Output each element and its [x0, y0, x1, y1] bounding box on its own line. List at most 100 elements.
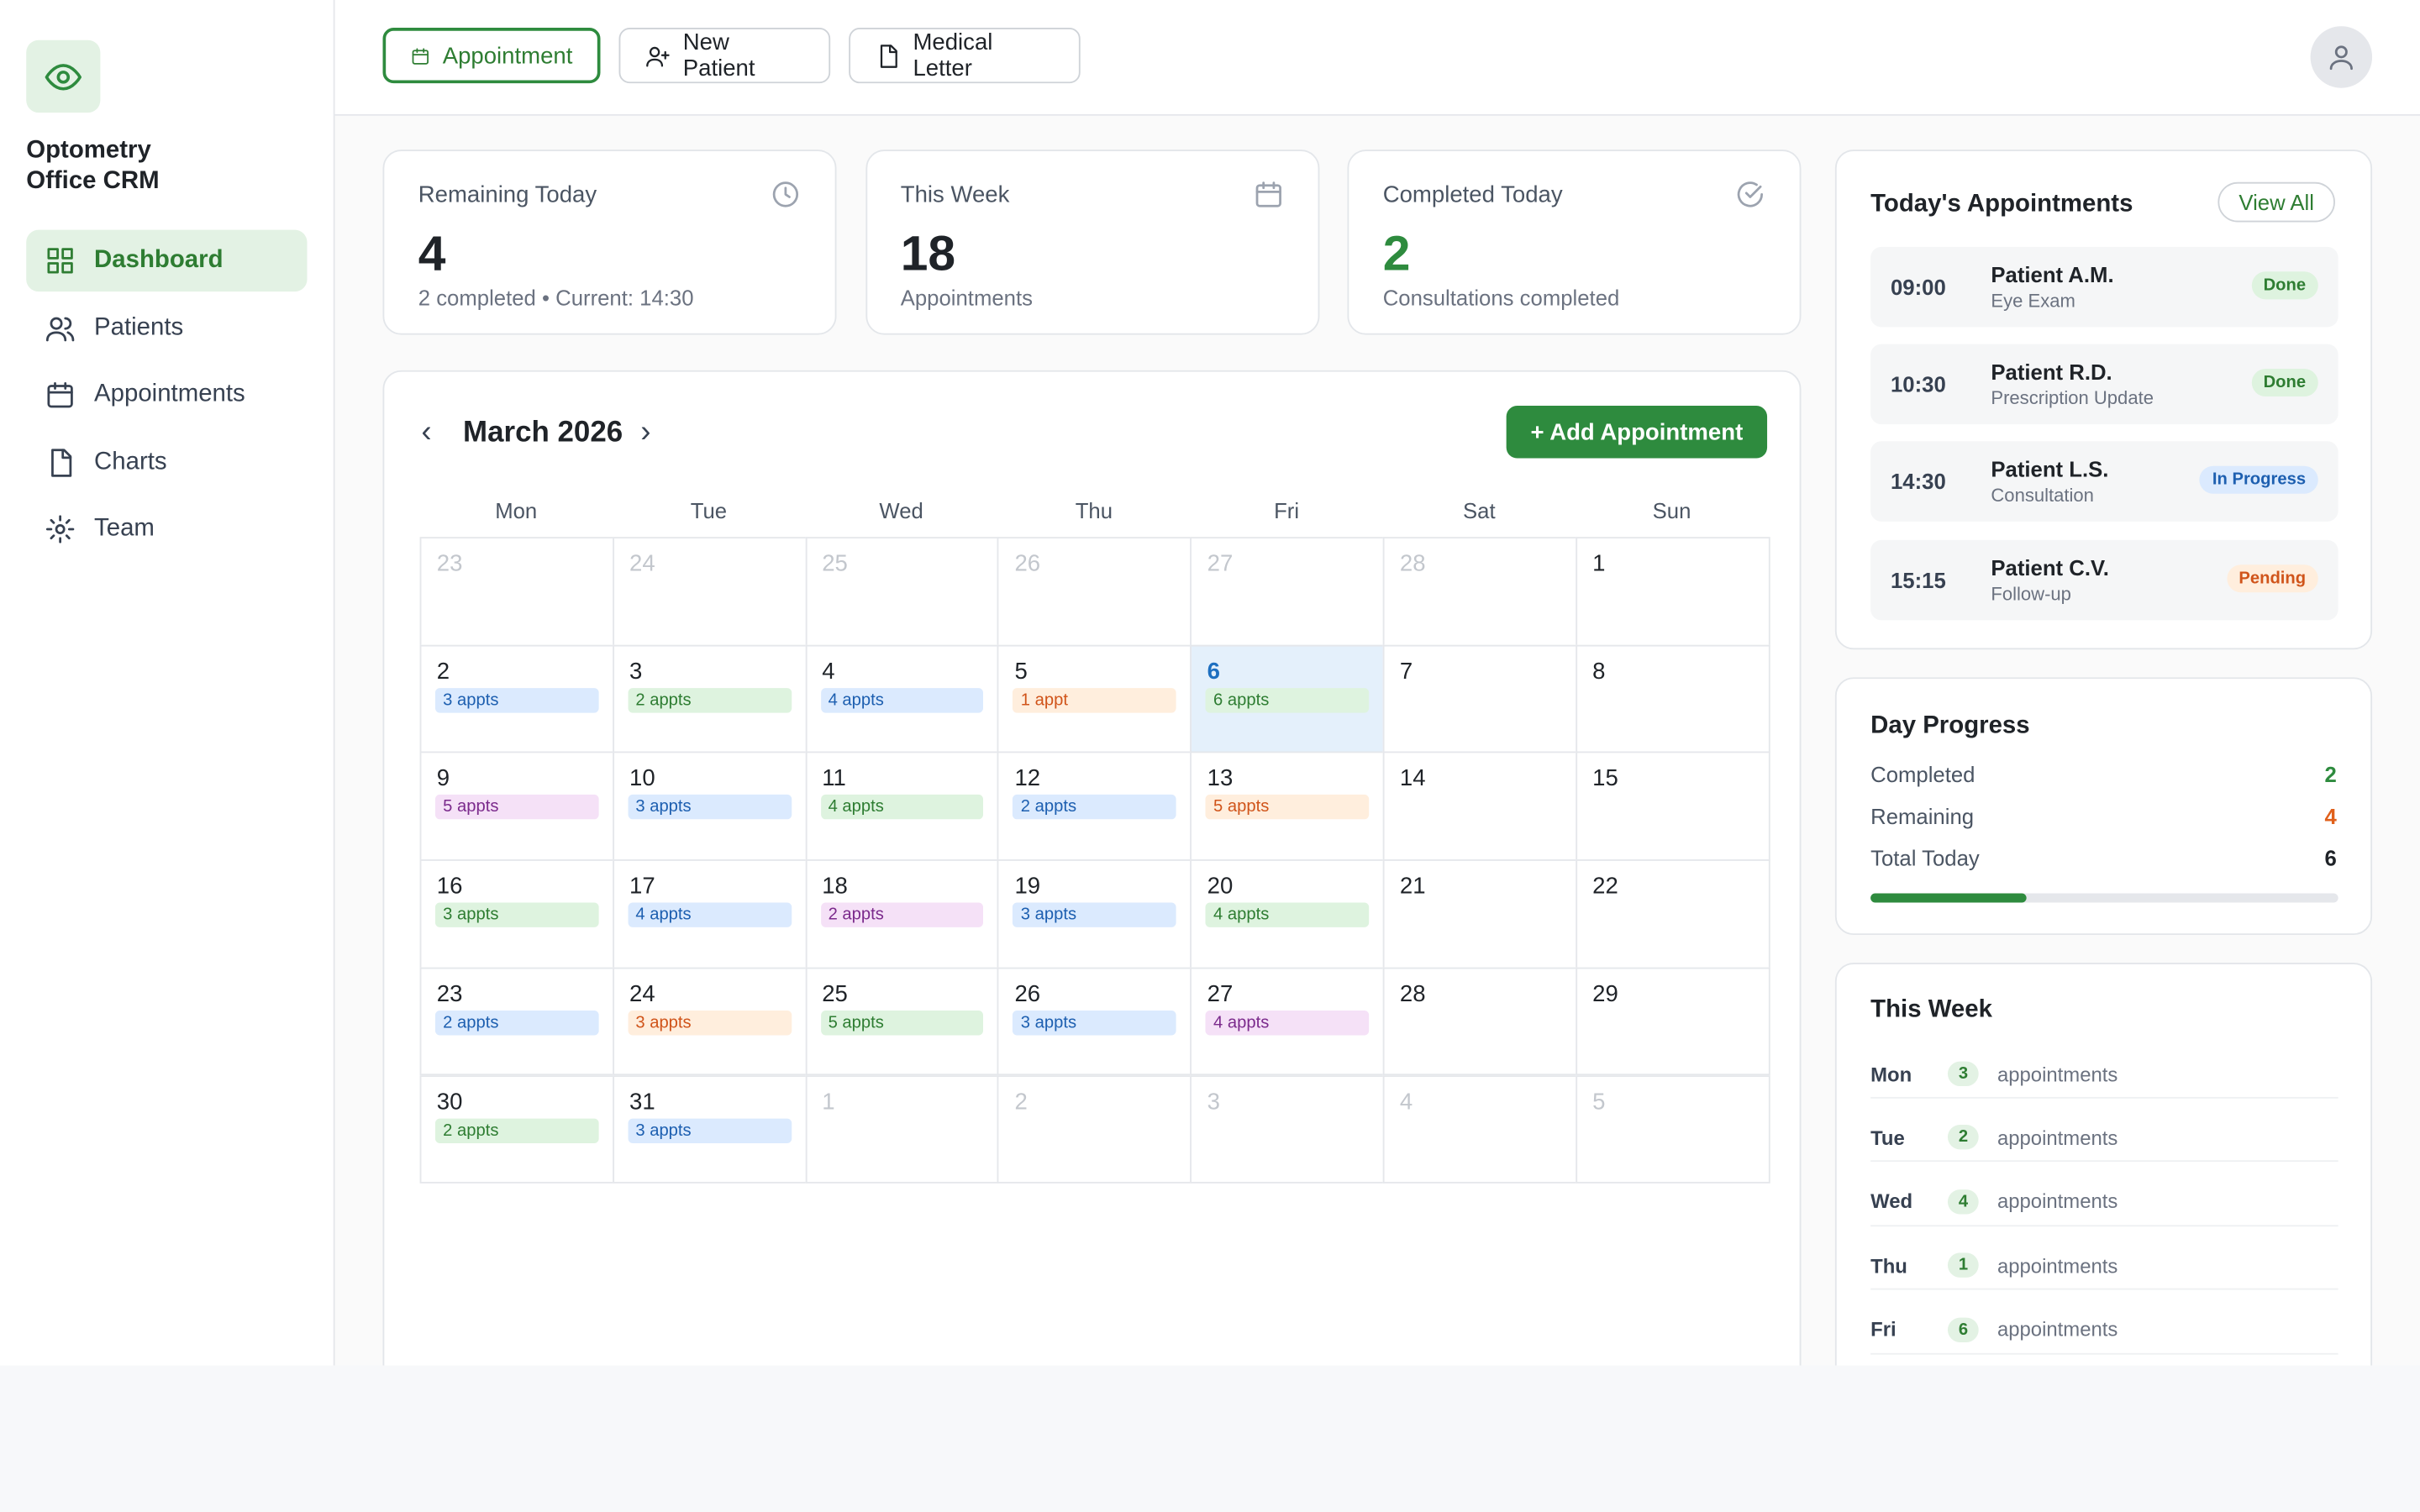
calendar-day[interactable]: 24 3 appts [612, 967, 807, 1077]
calendar-day[interactable]: 18 2 appts [805, 859, 1000, 969]
day-number: 6 [1207, 658, 1220, 685]
calendar-day[interactable]: 21 [1382, 859, 1577, 969]
next-month[interactable]: › [640, 415, 651, 449]
week-row: Thu 1 appointments [1870, 1242, 2338, 1290]
day-number: 2 [436, 658, 450, 685]
day-badge: 6 appts [1205, 687, 1370, 712]
nav-label: Charts [94, 449, 167, 475]
stat-label: Completed Today [1382, 181, 1563, 208]
calendar-day[interactable]: 30 2 appts [419, 1074, 614, 1184]
button-label: Medical Letter [913, 29, 993, 82]
day-progress: Day Progress Completed 2 Remaining 4 Total T… [1834, 677, 2373, 936]
appointment[interactable]: 14:30 Patient L.S. Consultation In Progress [1870, 442, 2338, 522]
calendar-day[interactable]: 26 [997, 537, 1192, 647]
add-appointment[interactable]: + Add Appointment [1506, 406, 1768, 459]
calendar-day[interactable]: 4 [1382, 1074, 1577, 1184]
toolbar-button[interactable]: New Patient [618, 28, 831, 84]
calendar-day[interactable]: 26 3 appts [997, 967, 1192, 1077]
calendar-day[interactable]: 8 [1575, 644, 1770, 754]
calendar-day[interactable]: 24 [612, 537, 807, 647]
calendar-day[interactable]: 14 [1382, 752, 1577, 862]
calendar-day[interactable]: 27 [1190, 537, 1385, 647]
calendar-day[interactable]: 9 5 appts [419, 752, 614, 862]
calendar-day[interactable]: 28 [1382, 537, 1577, 647]
calendar-day[interactable]: 7 [1382, 644, 1577, 754]
calendar-day[interactable]: 25 [805, 537, 1000, 647]
nav-label: Patients [94, 313, 184, 341]
day-number: 27 [1207, 550, 1234, 577]
calendar-day[interactable]: 17 4 appts [612, 859, 807, 969]
day-badge: 3 appts [628, 1117, 792, 1143]
day-badge: 2 appts [628, 687, 792, 712]
calendar-day[interactable]: 15 [1575, 752, 1770, 862]
appointment[interactable]: 15:15 Patient C.V. Follow-up Pending [1870, 539, 2338, 620]
calendar-day[interactable]: 31 3 appts [612, 1074, 807, 1184]
calendar-day[interactable]: 2 [997, 1074, 1192, 1184]
brand: Optometry Office CRM [26, 137, 160, 195]
calendar-day[interactable]: 11 4 appts [805, 752, 1000, 862]
calendar-day[interactable]: 20 4 appts [1190, 859, 1385, 969]
stat-card: Remaining Today 4 2 completed • Current: 1… [382, 150, 837, 335]
day-number: 26 [1014, 980, 1041, 1008]
calendar-day[interactable]: 16 3 appts [419, 859, 614, 969]
calendar-day[interactable]: 5 [1575, 1074, 1770, 1184]
calendar-day[interactable]: 27 4 appts [1190, 967, 1385, 1077]
week-day: Mon [1870, 1062, 1912, 1086]
calendar-day[interactable]: 23 [419, 537, 614, 647]
nav-item[interactable]: Charts [26, 432, 307, 493]
day-number: 20 [1207, 873, 1234, 900]
calendar-day[interactable]: 1 [1575, 537, 1770, 647]
day-number: 16 [436, 873, 463, 900]
day-number: 25 [822, 980, 848, 1008]
view-all[interactable]: View All [2217, 181, 2335, 223]
nav-item[interactable]: Dashboard [26, 229, 308, 292]
day-badge: 2 appts [1013, 795, 1176, 821]
appointment[interactable]: 09:00 Patient A.M. Eye Exam Done [1870, 246, 2338, 328]
appt-status: Done [2250, 271, 2318, 300]
nav-item[interactable]: Patients [26, 297, 307, 359]
day-number: 1 [822, 1088, 835, 1116]
calendar-day[interactable]: 12 2 appts [997, 752, 1192, 862]
calendar-day[interactable]: 28 [1382, 967, 1577, 1077]
avatar[interactable] [2310, 26, 2373, 88]
calendar-day[interactable]: 25 5 appts [805, 967, 1000, 1077]
progress-track [1870, 893, 2338, 903]
weekday: Thu [1075, 498, 1113, 523]
day-number: 10 [629, 765, 655, 792]
calendar-day[interactable]: 10 3 appts [612, 752, 807, 862]
nav-item[interactable]: Appointments [26, 365, 307, 426]
appt-type: Consultation [1991, 485, 2094, 507]
calendar-day[interactable]: 23 2 appts [419, 967, 614, 1077]
calendar-day[interactable]: 1 [805, 1074, 1000, 1184]
day-number: 28 [1399, 980, 1426, 1008]
calendar-day[interactable]: 19 3 appts [997, 859, 1192, 969]
stat-icon [1253, 179, 1284, 218]
calendar-day[interactable]: 22 [1575, 859, 1770, 969]
week-day: Wed [1870, 1189, 1913, 1214]
week-unit: appointments [1996, 1317, 2118, 1341]
appointment[interactable]: 10:30 Patient R.D. Prescription Update Done [1870, 344, 2338, 425]
stat-label: Remaining Today [418, 181, 597, 208]
toolbar-button[interactable]: Medical Letter [849, 28, 1081, 84]
prev-month[interactable]: ‹ [421, 415, 432, 449]
stat-icon [1734, 179, 1765, 218]
week-day: Tue [1870, 1126, 1905, 1150]
toolbar-button[interactable]: Appointment [382, 28, 601, 84]
nav-label: Team [94, 516, 155, 543]
day-number: 23 [436, 550, 463, 577]
todays-appointments: Today's Appointments View All 09:00 Patie… [1834, 150, 2373, 650]
section-title: Day Progress [1870, 712, 2030, 739]
calendar-day[interactable]: 3 [1190, 1074, 1385, 1184]
this-week: This Week Mon 3 appointments Tue 2 appointmen… [1834, 963, 2373, 1366]
nav-label: Dashboard [94, 246, 224, 274]
calendar-day[interactable]: 29 [1575, 967, 1770, 1077]
day-number: 4 [822, 658, 835, 685]
calendar-day[interactable]: 13 5 appts [1190, 752, 1385, 862]
day-number: 29 [1592, 980, 1618, 1008]
nav-item[interactable]: Team [26, 499, 307, 560]
